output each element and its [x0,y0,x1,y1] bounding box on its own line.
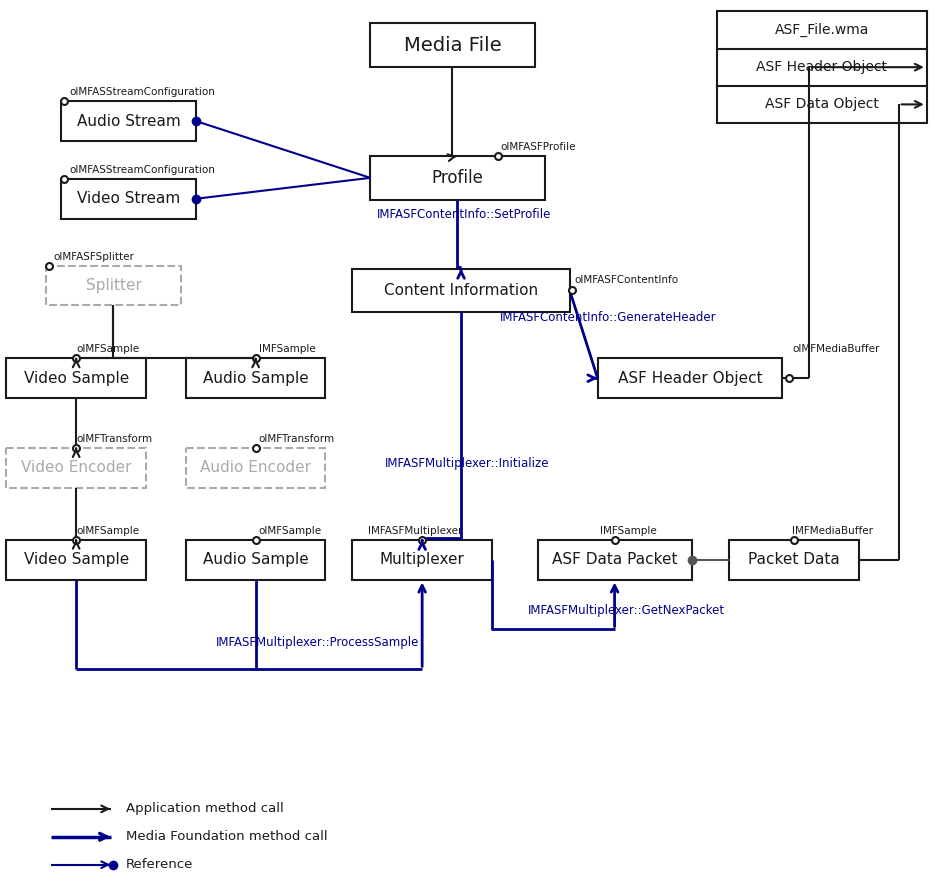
Text: oIMFTransform: oIMFTransform [259,434,334,444]
Text: Reference: Reference [126,858,193,871]
Bar [352,540,492,579]
Text: ASF Header Object: ASF Header Object [756,61,887,74]
Bar [352,268,570,313]
Bar [61,101,196,141]
Text: Audio Sample: Audio Sample [203,371,309,386]
Text: IMFASFMultiplexer::ProcessSample: IMFASFMultiplexer::ProcessSample [216,636,419,650]
Text: IMFSample: IMFSample [600,526,657,535]
Bar [7,540,146,579]
Bar [186,358,325,398]
Text: Audio Stream: Audio Stream [76,113,180,128]
Text: Audio Sample: Audio Sample [203,552,309,568]
Bar [370,156,544,200]
Text: Packet Data: Packet Data [748,552,840,568]
Text: oIMFTransform: oIMFTransform [76,434,153,444]
Text: Video Sample: Video Sample [24,552,129,568]
Bar [7,448,146,488]
Text: IMFMediaBuffer: IMFMediaBuffer [792,526,873,535]
Text: IMFASFMultiplexer::Initialize: IMFASFMultiplexer::Initialize [385,457,550,470]
Text: IMFASFMultiplexer: IMFASFMultiplexer [368,526,463,535]
Text: Media File: Media File [404,36,501,54]
Text: oIMFASStreamConfiguration: oIMFASStreamConfiguration [69,87,215,97]
Text: Media Foundation method call: Media Foundation method call [126,830,328,843]
Bar [61,179,196,218]
Bar [597,358,782,398]
Text: IMFASFContentInfo::GenerateHeader: IMFASFContentInfo::GenerateHeader [500,311,717,324]
Text: oIMFSample: oIMFSample [76,526,139,535]
Bar [717,12,927,123]
Bar [7,358,146,398]
Text: oIMFASFContentInfo: oIMFASFContentInfo [575,274,679,284]
Text: Video Encoder: Video Encoder [21,461,132,476]
Text: ASF_File.wma: ASF_File.wma [774,23,869,37]
Bar [538,540,692,579]
Text: oIMFSample: oIMFSample [259,526,322,535]
Text: IMFSample: IMFSample [259,344,316,355]
Bar [370,23,535,67]
Text: Video Stream: Video Stream [77,192,180,207]
Text: ASF Data Packet: ASF Data Packet [552,552,678,568]
Text: IMFASFMultiplexer::GetNexPacket: IMFASFMultiplexer::GetNexPacket [528,604,725,617]
Text: IMFASFContentInfo::SetProfile: IMFASFContentInfo::SetProfile [378,208,552,221]
Bar [186,448,325,488]
Text: Content Information: Content Information [384,283,538,298]
Text: oIMFMediaBuffer: oIMFMediaBuffer [792,344,880,355]
Text: Video Sample: Video Sample [24,371,129,386]
Bar [729,540,859,579]
Bar [186,540,325,579]
Text: oIMFSample: oIMFSample [76,344,139,355]
Text: ASF Data Object: ASF Data Object [765,97,879,111]
Text: oIMFASStreamConfiguration: oIMFASStreamConfiguration [69,165,215,175]
Text: Profile: Profile [431,168,483,187]
Text: Audio Encoder: Audio Encoder [200,461,311,476]
Bar [46,266,181,306]
Text: ASF Header Object: ASF Header Object [618,371,762,386]
Text: oIMFASFProfile: oIMFASFProfile [500,142,576,152]
Text: oIMFASFSplitter: oIMFASFSplitter [54,251,134,262]
Text: Application method call: Application method call [126,803,284,815]
Text: Multiplexer: Multiplexer [380,552,464,568]
Text: Splitter: Splitter [86,278,141,293]
